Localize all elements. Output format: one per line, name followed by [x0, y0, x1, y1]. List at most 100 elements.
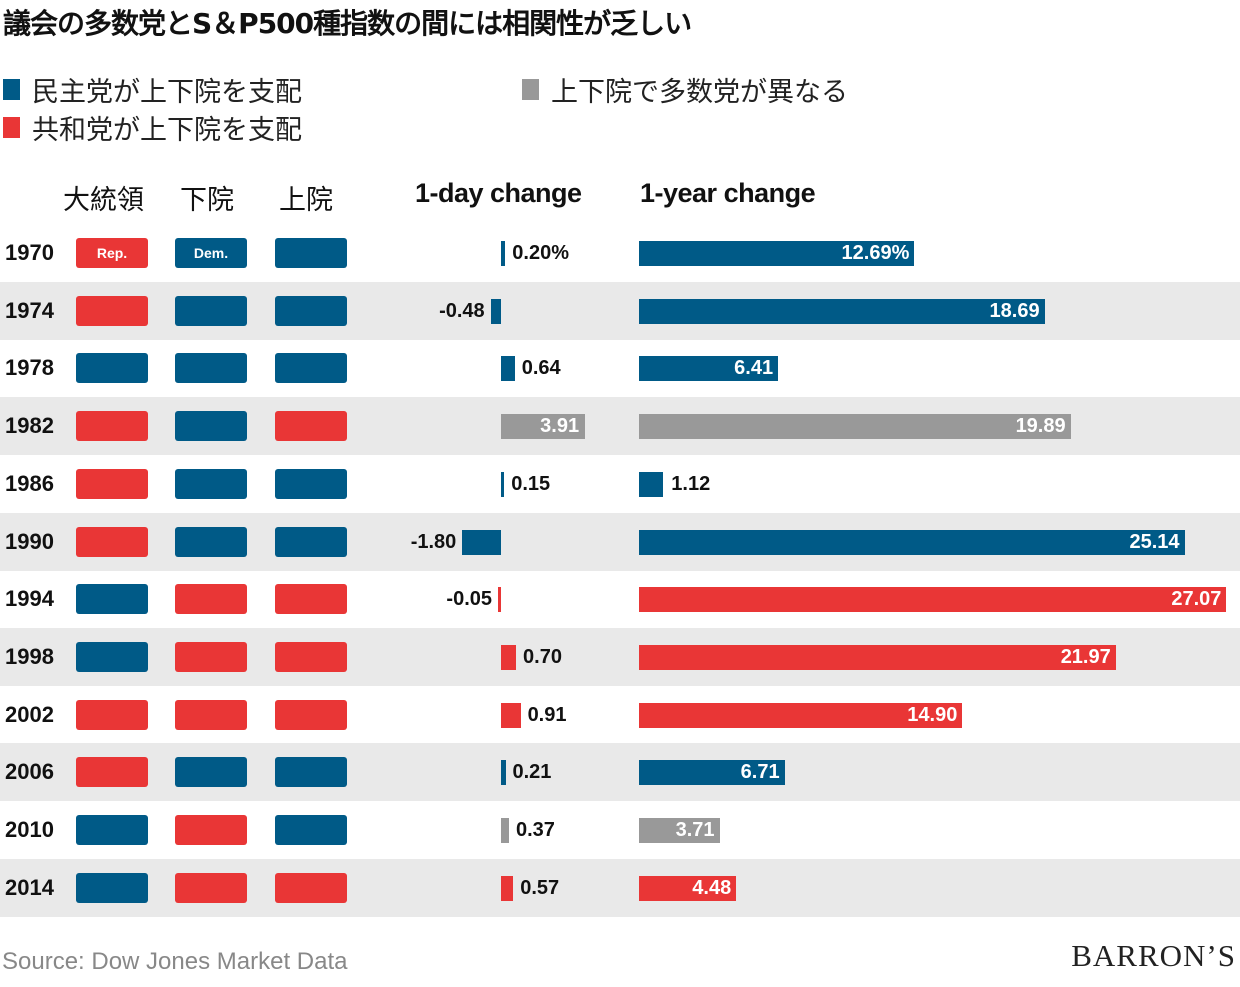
president-party-pill [76, 411, 148, 441]
legend-dem: 民主党が上下院を支配 [3, 70, 302, 109]
brand-logo: BARRON’S [1071, 938, 1236, 973]
table-row: 1982 3.91 19.89 [0, 397, 1240, 455]
column-header-president: 大統領 [63, 185, 144, 216]
column-header-1-day-change: 1-day change [415, 178, 582, 208]
column-header-senate: 上院 [279, 185, 333, 216]
year-label: 1990 [5, 529, 54, 554]
president-party-pill [76, 296, 148, 326]
one-day-bar [498, 587, 501, 612]
president-party-pill [76, 642, 148, 672]
one-year-label: 19.89 [1015, 415, 1066, 437]
house-party-pill [175, 873, 247, 903]
table-row: 1970 Rep. Dem. 0.20% 12.69% [0, 224, 1240, 282]
chart-title: 議会の多数党とS＆P500種指数の間には相関性が乏しい [3, 7, 692, 40]
one-day-label: 3.91 [540, 415, 580, 437]
year-label: 2002 [5, 702, 54, 727]
one-year-label: 27.07 [1171, 588, 1222, 610]
one-year-label: 21.97 [1060, 646, 1111, 668]
table-row: 1990 -1.80 25.14 [0, 513, 1240, 571]
one-year-label: 6.41 [734, 357, 774, 379]
table-row: 1994 -0.05 27.07 [0, 570, 1240, 628]
one-year-bar [639, 414, 1071, 439]
house-party-pill: Dem. [175, 238, 247, 268]
one-day-bar [501, 818, 509, 843]
one-day-label: 0.21 [512, 761, 552, 783]
table-row: 1974 -0.48 18.69 [0, 282, 1240, 340]
one-year-bar [639, 472, 664, 497]
one-day-bar [501, 414, 586, 439]
legend-split-label: 上下院で多数党が異なる [551, 77, 848, 108]
table-row: 1998 0.70 21.97 [0, 628, 1240, 686]
one-day-bar [501, 876, 514, 901]
table-row: 2002 0.91 14.90 [0, 686, 1240, 744]
one-year-bar [639, 760, 785, 785]
one-day-label: -1.80 [410, 531, 457, 553]
legend-rep-swatch [3, 117, 20, 138]
house-party-pill [175, 353, 247, 383]
column-header-house: 下院 [180, 185, 234, 216]
house-party-pill [175, 815, 247, 845]
president-party-pill: Rep. [76, 238, 148, 268]
president-party-pill [76, 584, 148, 614]
one-day-label: 0.70 [523, 646, 562, 668]
one-day-label: -0.48 [439, 300, 485, 322]
one-year-label: 14.90 [907, 704, 958, 726]
one-day-bar [501, 645, 517, 670]
year-label: 2014 [5, 875, 54, 900]
one-year-bar [639, 299, 1045, 324]
one-day-bar [462, 530, 501, 555]
house-party-pill [175, 527, 247, 557]
senate-party-pill [275, 469, 347, 499]
year-label: 2010 [5, 817, 54, 842]
one-year-bar [639, 703, 963, 728]
one-day-label: 0.37 [515, 819, 555, 841]
year-label: 1994 [5, 586, 54, 611]
one-day-bar [501, 241, 506, 266]
house-party-pill [175, 411, 247, 441]
one-year-label: 4.48 [692, 877, 732, 899]
one-year-label: 3.71 [675, 819, 715, 841]
president-party-pill [76, 757, 148, 787]
year-label: 1998 [5, 644, 54, 669]
year-label: 1982 [5, 413, 54, 438]
senate-party-pill [275, 353, 347, 383]
one-year-bar [639, 645, 1116, 670]
legend-rep-label: 共和党が上下院を支配 [32, 115, 302, 146]
one-year-bar [639, 530, 1185, 555]
one-year-bar [639, 876, 737, 901]
one-day-label: 0.91 [527, 704, 567, 726]
year-label: 1974 [5, 298, 54, 323]
one-year-label: 6.71 [740, 761, 780, 783]
table-row: 1986 0.15 1.12 [0, 455, 1240, 513]
legend-split: 上下院で多数党が異なる [522, 70, 848, 109]
senate-party-pill [275, 642, 347, 672]
one-day-label: 0.64 [521, 357, 561, 379]
one-year-bar [639, 241, 915, 266]
president-party-pill [76, 353, 148, 383]
one-day-bar [501, 356, 515, 381]
source-note: Source: Dow Jones Market Data [2, 948, 348, 975]
house-party-pill [175, 584, 247, 614]
one-day-bar [501, 703, 521, 728]
legend-split-swatch [522, 79, 539, 100]
year-label: 1986 [5, 471, 54, 496]
president-party-pill [76, 700, 148, 730]
house-party-pill [175, 296, 247, 326]
house-party-pill [175, 469, 247, 499]
one-year-label: 25.14 [1129, 531, 1180, 553]
one-year-label: 1.12 [671, 473, 711, 495]
year-label: 2006 [5, 759, 54, 784]
senate-party-pill [275, 411, 347, 441]
senate-party-pill [275, 700, 347, 730]
column-header-1-year-change: 1-year change [640, 178, 816, 208]
senate-party-pill [275, 296, 347, 326]
one-day-label: 0.20% [512, 242, 570, 264]
one-day-bar [501, 472, 505, 497]
senate-party-pill [275, 757, 347, 787]
one-year-bar [639, 587, 1227, 612]
one-day-label: 0.15 [511, 473, 551, 495]
senate-party-pill [275, 873, 347, 903]
year-label: 1970 [5, 240, 54, 265]
one-day-bar [490, 299, 501, 324]
